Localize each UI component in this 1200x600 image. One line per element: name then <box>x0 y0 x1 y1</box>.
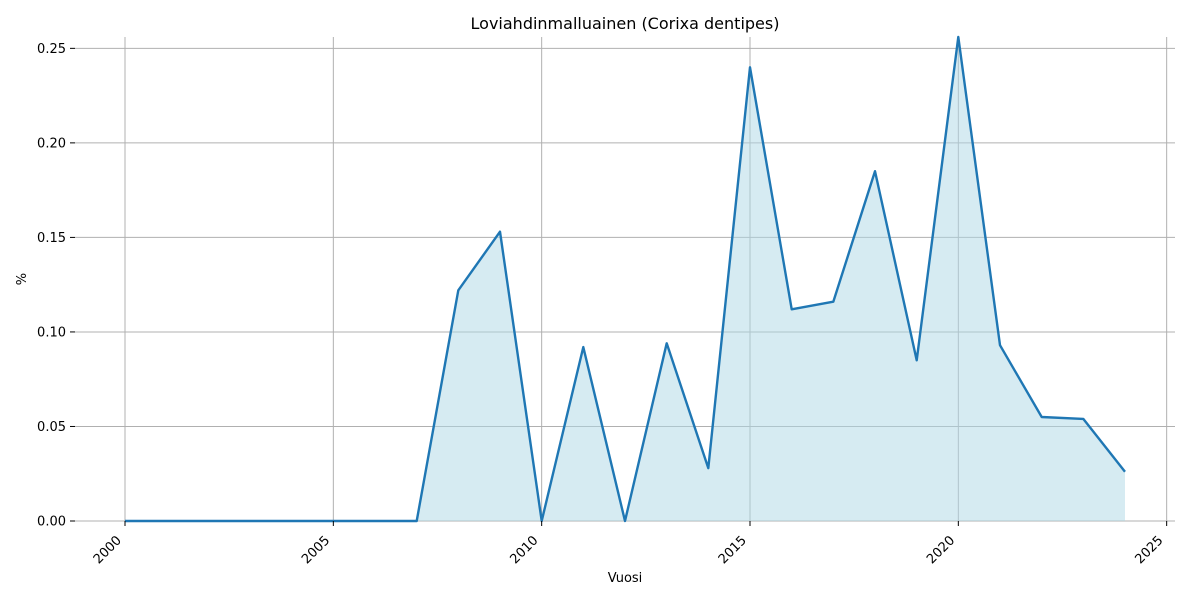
x-tick-label: 2015 <box>716 533 750 567</box>
x-tick-label: 2005 <box>299 533 333 567</box>
x-tick-label: 2020 <box>924 533 958 567</box>
x-axis-ticks: 2000 2005 2010 2015 2020 2025 <box>91 521 1168 567</box>
series-line <box>125 35 1126 523</box>
chart-title: Loviahdinmalluainen (Corixa dentipes) <box>471 14 780 33</box>
y-tick-label: 0.10 <box>37 325 66 340</box>
y-tick-label: 0.25 <box>37 42 66 57</box>
area-layer <box>125 37 1125 521</box>
y-tick-label: 0.05 <box>37 420 66 435</box>
y-axis-ticks: 0.00 0.05 0.10 0.15 0.20 0.25 <box>37 42 75 530</box>
x-tick-label: 2010 <box>507 533 541 567</box>
y-tick-label: 0.00 <box>37 515 66 530</box>
y-tick-label: 0.20 <box>37 136 66 151</box>
y-tick-label: 0.15 <box>37 231 66 246</box>
x-tick-label: 2025 <box>1132 533 1166 567</box>
line-layer <box>125 35 1126 523</box>
y-axis-label: % <box>15 273 30 285</box>
x-tick-label: 2000 <box>91 533 125 567</box>
x-axis-label: Vuosi <box>608 571 643 586</box>
series-area <box>125 37 1125 521</box>
